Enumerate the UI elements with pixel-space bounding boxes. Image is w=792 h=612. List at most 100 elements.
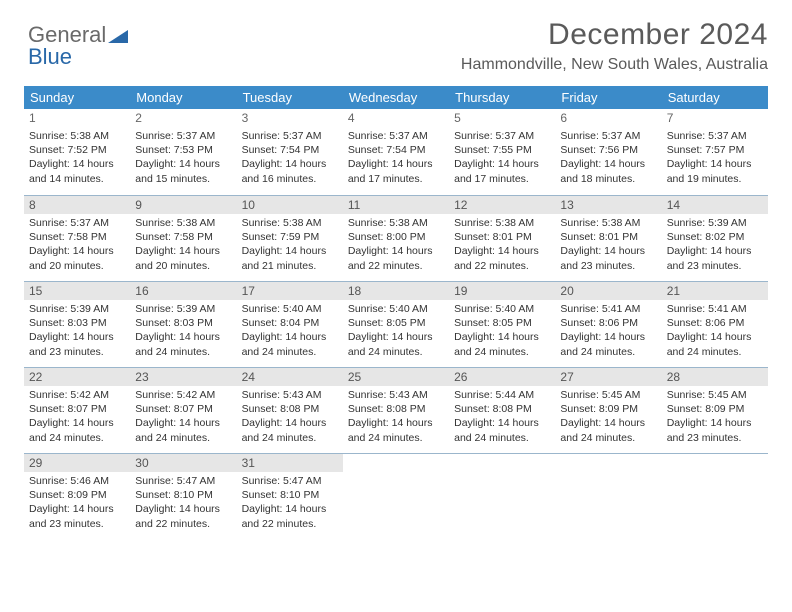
calendar-cell: 27Sunrise: 5:45 AMSunset: 8:09 PMDayligh… (555, 367, 661, 453)
calendar-cell: 2Sunrise: 5:37 AMSunset: 7:53 PMDaylight… (130, 109, 236, 195)
day2-text: and 24 minutes. (667, 345, 763, 359)
day2-text: and 19 minutes. (667, 172, 763, 186)
day2-text: and 20 minutes. (135, 259, 231, 273)
sunset-text: Sunset: 7:58 PM (29, 230, 125, 244)
day-number: 20 (555, 281, 661, 300)
day1-text: Daylight: 14 hours (348, 416, 444, 430)
sunrise-text: Sunrise: 5:37 AM (348, 129, 444, 143)
day-number: 30 (130, 453, 236, 472)
sunset-text: Sunset: 7:58 PM (135, 230, 231, 244)
day1-text: Daylight: 14 hours (29, 244, 125, 258)
day-number: 13 (555, 195, 661, 214)
brand-part2: Blue (28, 44, 72, 69)
day2-text: and 24 minutes. (454, 431, 550, 445)
calendar-row: 8Sunrise: 5:37 AMSunset: 7:58 PMDaylight… (24, 195, 768, 281)
weekday-header: Sunday (24, 86, 130, 109)
sunset-text: Sunset: 8:01 PM (454, 230, 550, 244)
sunrise-text: Sunrise: 5:42 AM (135, 388, 231, 402)
logo-triangle-icon (108, 30, 128, 44)
weekday-header: Monday (130, 86, 236, 109)
day1-text: Daylight: 14 hours (560, 157, 656, 171)
sunrise-text: Sunrise: 5:39 AM (29, 302, 125, 316)
calendar-cell-empty (555, 453, 661, 539)
day2-text: and 24 minutes. (560, 431, 656, 445)
calendar-cell: 4 Sunrise: 5:37 AMSunset: 7:54 PMDaylight… (343, 109, 449, 195)
day1-text: Daylight: 14 hours (242, 157, 338, 171)
day-number: 3 (237, 109, 343, 127)
day1-text: Daylight: 14 hours (135, 416, 231, 430)
day1-text: Daylight: 14 hours (29, 416, 125, 430)
sunrise-text: Sunrise: 5:47 AM (135, 474, 231, 488)
day-number: 19 (449, 281, 555, 300)
sunset-text: Sunset: 8:06 PM (667, 316, 763, 330)
day1-text: Daylight: 14 hours (454, 157, 550, 171)
day2-text: and 24 minutes. (29, 431, 125, 445)
day-number: 18 (343, 281, 449, 300)
day-number: 5 (449, 109, 555, 127)
calendar-cell: 22Sunrise: 5:42 AMSunset: 8:07 PMDayligh… (24, 367, 130, 453)
day1-text: Daylight: 14 hours (454, 330, 550, 344)
sunset-text: Sunset: 8:05 PM (348, 316, 444, 330)
calendar-cell-empty (343, 453, 449, 539)
calendar-cell: 23Sunrise: 5:42 AMSunset: 8:07 PMDayligh… (130, 367, 236, 453)
day1-text: Daylight: 14 hours (667, 330, 763, 344)
calendar-row: 29Sunrise: 5:46 AMSunset: 8:09 PMDayligh… (24, 453, 768, 539)
sunset-text: Sunset: 8:04 PM (242, 316, 338, 330)
day2-text: and 23 minutes. (29, 345, 125, 359)
month-title: December 2024 (24, 18, 768, 52)
sunset-text: Sunset: 7:54 PM (348, 143, 444, 157)
calendar-cell: 16Sunrise: 5:39 AMSunset: 8:03 PMDayligh… (130, 281, 236, 367)
day2-text: and 23 minutes. (29, 517, 125, 531)
day-number: 29 (24, 453, 130, 472)
calendar-cell: 15Sunrise: 5:39 AMSunset: 8:03 PMDayligh… (24, 281, 130, 367)
day1-text: Daylight: 14 hours (135, 157, 231, 171)
calendar-cell: 31Sunrise: 5:47 AMSunset: 8:10 PMDayligh… (237, 453, 343, 539)
day1-text: Daylight: 14 hours (135, 502, 231, 516)
calendar-cell: 10Sunrise: 5:38 AMSunset: 7:59 PMDayligh… (237, 195, 343, 281)
calendar-row: 15Sunrise: 5:39 AMSunset: 8:03 PMDayligh… (24, 281, 768, 367)
day-number: 22 (24, 367, 130, 386)
sunset-text: Sunset: 7:59 PM (242, 230, 338, 244)
sunrise-text: Sunrise: 5:38 AM (560, 216, 656, 230)
day2-text: and 24 minutes. (135, 431, 231, 445)
calendar-cell: 28Sunrise: 5:45 AMSunset: 8:09 PMDayligh… (662, 367, 768, 453)
day1-text: Daylight: 14 hours (348, 157, 444, 171)
sunrise-text: Sunrise: 5:37 AM (667, 129, 763, 143)
day1-text: Daylight: 14 hours (135, 244, 231, 258)
sunset-text: Sunset: 7:56 PM (560, 143, 656, 157)
weekday-header-row: Sunday Monday Tuesday Wednesday Thursday… (24, 86, 768, 109)
day2-text: and 24 minutes. (348, 345, 444, 359)
calendar-cell: 9Sunrise: 5:38 AMSunset: 7:58 PMDaylight… (130, 195, 236, 281)
day-number: 4 (343, 109, 449, 127)
day-number: 12 (449, 195, 555, 214)
sunrise-text: Sunrise: 5:37 AM (29, 216, 125, 230)
calendar-cell: 3Sunrise: 5:37 AMSunset: 7:54 PMDaylight… (237, 109, 343, 195)
calendar-row: 1Sunrise: 5:38 AMSunset: 7:52 PMDaylight… (24, 109, 768, 195)
day-number: 21 (662, 281, 768, 300)
sunset-text: Sunset: 8:10 PM (135, 488, 231, 502)
sunrise-text: Sunrise: 5:41 AM (667, 302, 763, 316)
day2-text: and 24 minutes. (348, 431, 444, 445)
day-number: 27 (555, 367, 661, 386)
weekday-header: Wednesday (343, 86, 449, 109)
sunset-text: Sunset: 8:08 PM (242, 402, 338, 416)
day2-text: and 24 minutes. (454, 345, 550, 359)
sunrise-text: Sunrise: 5:37 AM (242, 129, 338, 143)
calendar-cell: 18Sunrise: 5:40 AMSunset: 8:05 PMDayligh… (343, 281, 449, 367)
calendar-cell: 29Sunrise: 5:46 AMSunset: 8:09 PMDayligh… (24, 453, 130, 539)
day-number: 8 (24, 195, 130, 214)
day2-text: and 22 minutes. (348, 259, 444, 273)
sunset-text: Sunset: 8:05 PM (454, 316, 550, 330)
title-block: December 2024 Hammondville, New South Wa… (24, 18, 768, 74)
calendar-cell: 7Sunrise: 5:37 AMSunset: 7:57 PMDaylight… (662, 109, 768, 195)
day-number: 10 (237, 195, 343, 214)
day2-text: and 14 minutes. (29, 172, 125, 186)
calendar-cell: 11Sunrise: 5:38 AMSunset: 8:00 PMDayligh… (343, 195, 449, 281)
sunrise-text: Sunrise: 5:41 AM (560, 302, 656, 316)
day1-text: Daylight: 14 hours (29, 157, 125, 171)
day1-text: Daylight: 14 hours (29, 502, 125, 516)
sunrise-text: Sunrise: 5:43 AM (242, 388, 338, 402)
day1-text: Daylight: 14 hours (560, 244, 656, 258)
day2-text: and 24 minutes. (135, 345, 231, 359)
weekday-header: Saturday (662, 86, 768, 109)
